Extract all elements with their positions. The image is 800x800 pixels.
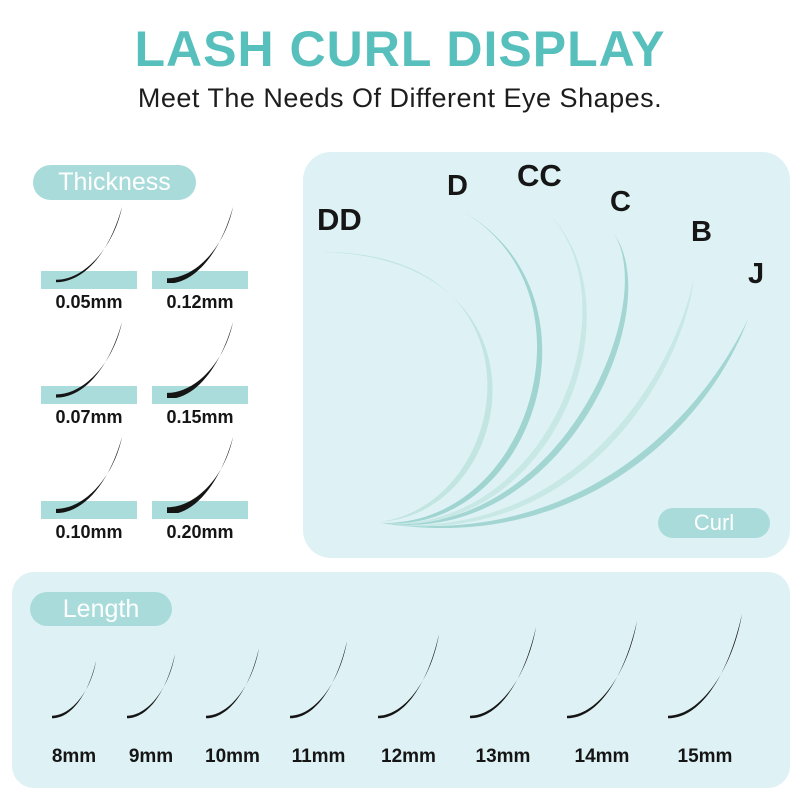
thickness-grid: 0.05mm 0.12mm 0.07mm 0.15mm 0.10mm 0.20m… <box>41 207 248 543</box>
curl-curve-dd <box>321 251 493 522</box>
thickness-item: 0.20mm <box>152 437 248 543</box>
curl-curve-cc <box>381 213 587 525</box>
thickness-strip <box>41 501 137 519</box>
thickness-item: 0.07mm <box>41 322 137 428</box>
thickness-item: 0.10mm <box>41 437 137 543</box>
thickness-label: 0.20mm <box>166 522 234 542</box>
lash-curve-icon <box>127 654 175 719</box>
length-label: 12mm <box>381 746 436 767</box>
length-label: 13mm <box>475 746 531 767</box>
length-item: 15mm <box>666 612 744 768</box>
lash-curve-icon <box>56 322 122 398</box>
thickness-strip <box>41 386 137 404</box>
lash-curve-icon <box>668 614 742 719</box>
lash-curve-icon <box>52 661 96 719</box>
length-item: 10mm <box>204 646 261 768</box>
curl-curves-icon <box>321 212 748 529</box>
length-label: 11mm <box>291 746 346 767</box>
thickness-badge: Thickness <box>33 165 196 200</box>
length-item: 14mm <box>565 619 639 768</box>
length-item: 8mm <box>50 659 98 768</box>
length-item: 11mm <box>288 639 349 768</box>
curl-panel: DD D CC C B J Curl <box>303 152 790 558</box>
length-label: 8mm <box>51 746 97 767</box>
thickness-strip <box>41 271 137 289</box>
thickness-label: 0.10mm <box>55 522 123 542</box>
thickness-strip <box>152 271 248 289</box>
lash-curve-icon <box>378 634 439 719</box>
curl-curve-j <box>381 319 748 529</box>
length-item: 12mm <box>376 632 441 768</box>
length-label: 9mm <box>128 746 174 767</box>
length-item: 13mm <box>468 625 538 768</box>
curl-label-cc: CC <box>517 158 562 193</box>
thickness-item: 0.05mm <box>41 207 137 313</box>
lash-curve-icon <box>290 641 347 719</box>
page-title: LASH CURL DISPLAY <box>134 21 666 77</box>
lash-curve-icon <box>56 207 122 283</box>
curl-label-c: C <box>610 186 631 218</box>
thickness-item: 0.12mm <box>152 207 248 313</box>
length-label: 15mm <box>677 746 733 767</box>
page-subtitle: Meet The Needs Of Different Eye Shapes. <box>137 83 663 113</box>
thickness-label: 0.12mm <box>166 292 234 312</box>
length-badge: Length <box>30 592 172 626</box>
lash-curve-icon <box>167 207 233 283</box>
thickness-item: 0.15mm <box>152 322 248 428</box>
length-label: 14mm <box>574 746 630 767</box>
curl-badge: Curl <box>658 508 770 538</box>
curl-label-d: D <box>447 170 468 202</box>
lash-curve-icon <box>167 322 233 398</box>
lash-curve-icon <box>206 648 259 719</box>
thickness-label: 0.05mm <box>55 292 123 312</box>
curl-label-j: J <box>748 258 765 290</box>
lash-curve-icon <box>56 437 122 513</box>
thickness-strip <box>152 501 248 519</box>
lash-curve-icon <box>567 621 637 719</box>
curl-label-dd: DD <box>317 202 362 237</box>
length-item: 9mm <box>125 652 177 768</box>
length-label: 10mm <box>205 746 260 767</box>
lash-curve-icon <box>167 437 233 513</box>
curl-label-b: B <box>691 216 712 248</box>
length-panel: Length 8mm 9mm 10mm 11mm 12mm <box>12 572 790 788</box>
thickness-strip <box>152 386 248 404</box>
lash-curve-icon <box>470 627 536 719</box>
length-row: 8mm 9mm 10mm 11mm 12mm 13mm <box>50 612 744 768</box>
thickness-label: 0.15mm <box>166 407 234 427</box>
thickness-label: 0.07mm <box>55 407 123 427</box>
